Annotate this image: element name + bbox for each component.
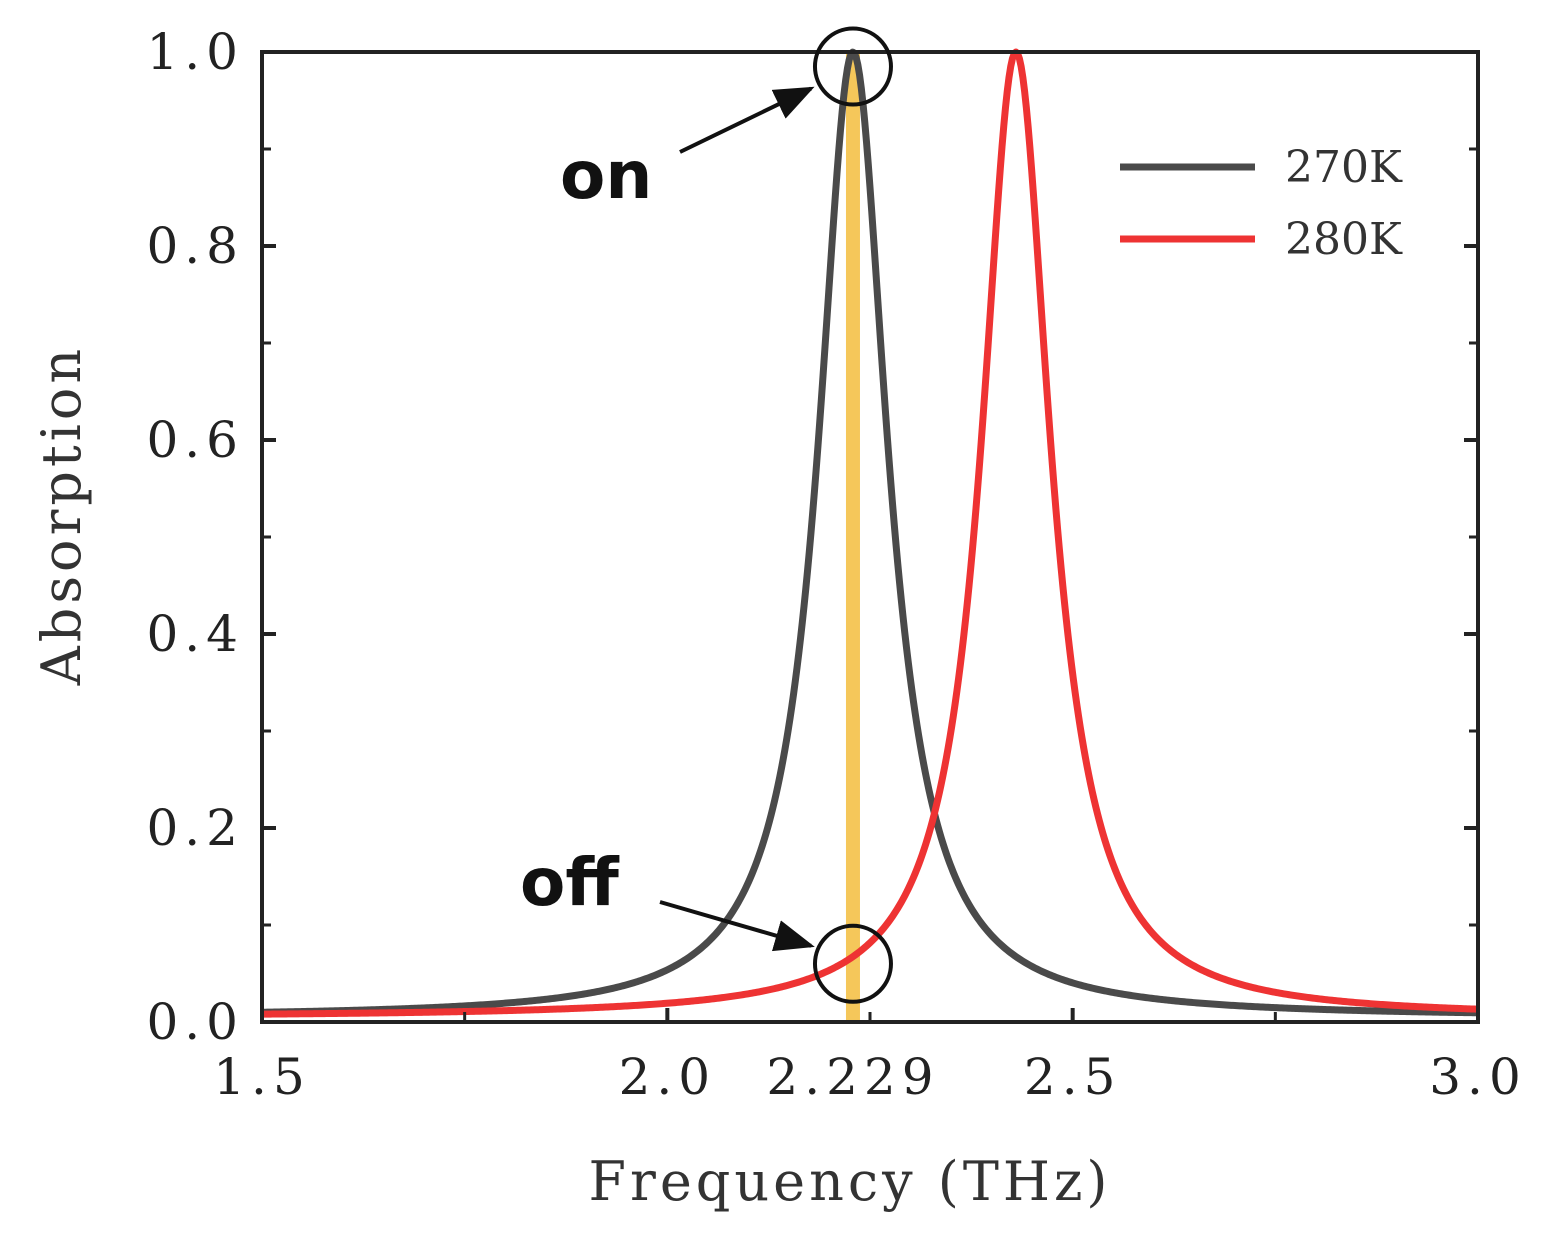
annotation-arrow-on xyxy=(679,86,815,154)
x-tick-label: 2.5 xyxy=(1024,1048,1122,1106)
legend-label-280k: 280K xyxy=(1285,214,1403,265)
y-tick-label: 0.6 xyxy=(146,411,244,469)
x-tick-label: 1.5 xyxy=(213,1048,311,1106)
y-tick-label: 0.8 xyxy=(146,217,244,275)
y-tick-label: 0.0 xyxy=(146,993,244,1051)
annotation-label-on: on xyxy=(560,137,652,214)
annotations-layer: on off xyxy=(520,26,893,1004)
tick-labels-layer: 1.5 2.0 2.229 2.5 3.0 0.0 0.2 0.4 0.6 0.8 1.0 xyxy=(146,23,1527,1106)
x-tick-label: 3.0 xyxy=(1429,1048,1527,1106)
y-tick-label: 1.0 xyxy=(146,23,244,81)
y-tick-label: 0.2 xyxy=(146,799,244,857)
legend: 270K 280K xyxy=(1120,142,1403,265)
x-tick-label: 2.0 xyxy=(619,1048,717,1106)
series-layer xyxy=(260,48,1480,1018)
ticks-layer xyxy=(260,50,1480,1024)
y-tick-label: 0.4 xyxy=(146,605,244,663)
legend-label-270k: 270K xyxy=(1285,142,1403,193)
x-tick-label: 2.229 xyxy=(766,1048,939,1106)
y-axis-title: Absorption xyxy=(30,345,93,686)
series-line-280k xyxy=(260,48,1480,1018)
annotation-arrow-off xyxy=(659,900,815,952)
x-axis-title: Frequency (THz) xyxy=(589,1150,1112,1213)
annotation-label-off: off xyxy=(520,844,620,921)
annotation-circle-on xyxy=(812,26,893,107)
series-line-270k xyxy=(260,48,1480,1017)
annotation-circle-off xyxy=(812,923,893,1004)
